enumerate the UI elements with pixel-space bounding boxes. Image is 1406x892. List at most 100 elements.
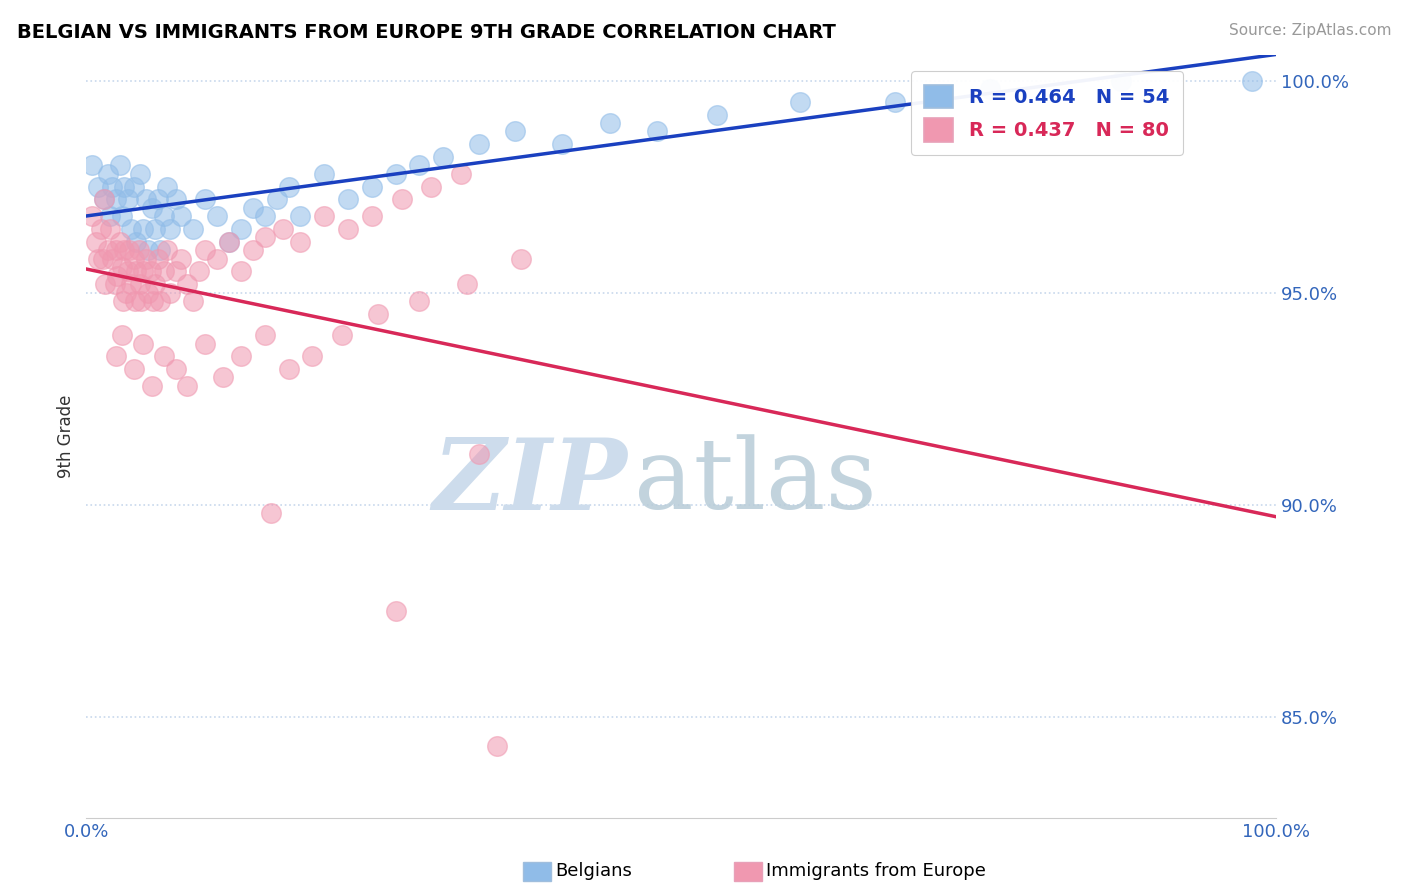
Point xyxy=(242,201,264,215)
Point xyxy=(118,244,141,258)
Point xyxy=(884,95,907,109)
Text: Source: ZipAtlas.com: Source: ZipAtlas.com xyxy=(1229,23,1392,38)
Point xyxy=(194,336,217,351)
Point xyxy=(98,209,121,223)
Point xyxy=(93,192,115,206)
Point xyxy=(108,158,131,172)
Point xyxy=(212,370,235,384)
Point xyxy=(125,235,148,249)
Point xyxy=(277,179,299,194)
Point xyxy=(97,244,120,258)
Point xyxy=(135,252,157,266)
Point xyxy=(314,167,336,181)
Point xyxy=(367,307,389,321)
Point xyxy=(432,150,454,164)
Point xyxy=(468,447,491,461)
Point xyxy=(121,222,143,236)
Point xyxy=(450,167,472,181)
Point xyxy=(314,209,336,223)
Point xyxy=(152,349,174,363)
Point xyxy=(205,209,228,223)
Point xyxy=(94,277,117,292)
Point xyxy=(408,294,430,309)
Point xyxy=(170,252,193,266)
Point xyxy=(253,230,276,244)
Point xyxy=(105,244,128,258)
Point xyxy=(277,362,299,376)
Point xyxy=(1111,73,1133,87)
Point xyxy=(242,244,264,258)
Point xyxy=(360,179,382,194)
Point xyxy=(132,336,155,351)
Point xyxy=(82,158,104,172)
Point xyxy=(218,235,240,249)
Point xyxy=(1241,73,1264,87)
Point xyxy=(599,116,621,130)
Point xyxy=(391,192,413,206)
Point xyxy=(408,158,430,172)
Point xyxy=(384,167,406,181)
Point xyxy=(117,264,139,278)
Point xyxy=(125,264,148,278)
Point xyxy=(112,294,135,309)
Point xyxy=(290,235,312,249)
Point xyxy=(128,244,150,258)
Point xyxy=(146,252,169,266)
Point xyxy=(165,264,187,278)
Point xyxy=(93,192,115,206)
Point xyxy=(84,235,107,249)
Point xyxy=(260,506,283,520)
Point xyxy=(159,285,181,300)
Point xyxy=(114,285,136,300)
Point xyxy=(194,244,217,258)
Point xyxy=(253,209,276,223)
Point xyxy=(170,209,193,223)
Point xyxy=(112,179,135,194)
Point xyxy=(456,277,478,292)
Point xyxy=(105,349,128,363)
Point xyxy=(301,349,323,363)
Point xyxy=(194,192,217,206)
Point xyxy=(218,235,240,249)
Point xyxy=(468,137,491,152)
Point xyxy=(188,264,211,278)
Point xyxy=(122,179,145,194)
Point xyxy=(82,209,104,223)
Legend: R = 0.464   N = 54, R = 0.437   N = 80: R = 0.464 N = 54, R = 0.437 N = 80 xyxy=(911,71,1182,155)
Point xyxy=(105,192,128,206)
Point xyxy=(136,244,159,258)
Point xyxy=(229,264,252,278)
Point xyxy=(384,604,406,618)
Point xyxy=(156,179,179,194)
Point xyxy=(149,244,172,258)
Point xyxy=(789,95,811,109)
Point xyxy=(706,107,728,121)
Text: Immigrants from Europe: Immigrants from Europe xyxy=(766,862,986,880)
Point xyxy=(266,192,288,206)
Point xyxy=(165,362,187,376)
Text: ZIP: ZIP xyxy=(433,434,627,531)
Point xyxy=(122,362,145,376)
Point xyxy=(111,260,134,275)
Point xyxy=(122,252,145,266)
Point xyxy=(143,277,166,292)
Point xyxy=(117,192,139,206)
Point xyxy=(183,294,205,309)
Point xyxy=(141,201,163,215)
Point xyxy=(87,252,110,266)
Point xyxy=(139,264,162,278)
Point xyxy=(105,268,128,283)
Point xyxy=(98,222,121,236)
Point xyxy=(159,222,181,236)
Point xyxy=(253,328,276,343)
Point xyxy=(121,277,143,292)
Point xyxy=(337,192,360,206)
Point xyxy=(135,192,157,206)
Point xyxy=(104,277,127,292)
Point xyxy=(124,294,146,309)
Y-axis label: 9th Grade: 9th Grade xyxy=(58,395,75,478)
Point xyxy=(337,222,360,236)
Point xyxy=(132,264,155,278)
Point xyxy=(101,252,124,266)
Point xyxy=(271,222,294,236)
